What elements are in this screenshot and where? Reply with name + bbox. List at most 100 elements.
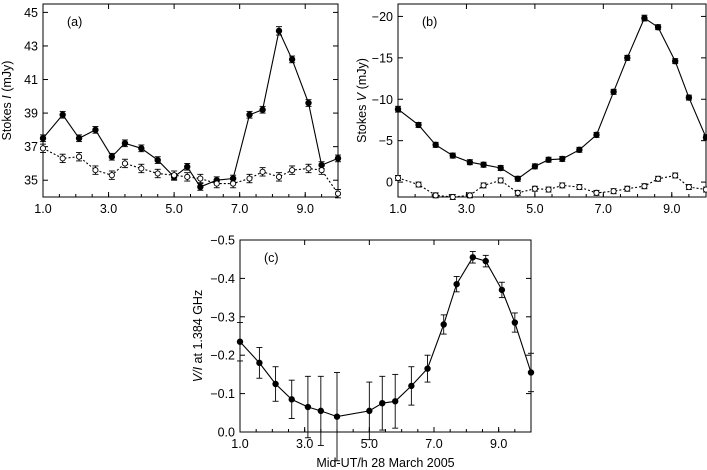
data-point [230,180,237,187]
data-point [288,56,296,63]
y-tick-label: −15 [372,51,393,65]
y-axis-label-symbol: V [355,91,369,101]
x-tick-label: 7.0 [231,202,248,216]
data-point [610,88,617,96]
data-point [482,257,489,265]
data-point [685,94,693,101]
data-point [256,359,263,367]
series-line [239,256,532,418]
data-point [469,254,476,261]
y-axis-label-suffix: (mJy) [355,58,369,93]
data-point [545,156,552,163]
y-tick-label: −20 [372,10,393,24]
x-tick-label: 1.0 [389,202,406,216]
data-point [305,165,312,172]
data-point [197,183,204,191]
data-point [75,135,83,142]
data-point [379,400,386,407]
data-point [424,365,431,372]
data-point [624,185,631,192]
y-axis-label: Stokes I (mJy) [0,61,14,141]
panel-b: 1.0 3.0 5.0 7.0 9.0 0 −5 −10 −15 −20 (b) Stokes V (… [355,3,707,216]
data-point [289,167,296,174]
y-tick-label: 37 [24,140,38,154]
data-point [624,54,631,62]
y-tick-label: 35 [24,174,38,188]
data-point [641,14,648,22]
data-point [246,175,253,182]
x-tick-label: 7.0 [425,437,442,451]
data-point [184,163,191,170]
data-point [92,126,99,134]
data-point [432,192,439,199]
y-tick-label: −0.1 [210,387,235,401]
data-point [394,174,402,181]
data-point [514,189,521,196]
data-point [672,172,679,179]
y-tick-label: −0.5 [210,234,235,248]
data-point [466,159,474,166]
y-tick-label: 41 [24,73,38,87]
panel-c: 1.0 3.0 5.0 7.0 9.0 0.0 −0.1 −0.2 −0.3 −0.4 −0.5 (c… [191,234,535,470]
y-tick-label: −0.3 [210,310,235,324]
data-point [497,164,504,172]
x-tick-label: 9.0 [297,202,314,216]
x-tick-label: 3.0 [296,437,313,451]
data-point [108,172,115,179]
y-tick-label: −0.2 [210,349,235,363]
data-point [527,369,535,376]
data-point [138,165,145,172]
data-point [449,152,456,159]
series-1 [39,26,342,191]
data-point [498,286,506,294]
data-point [702,134,707,141]
data-point [334,190,342,197]
data-point [275,173,283,180]
data-point [466,192,473,199]
data-point [92,167,99,174]
data-point [480,161,487,168]
data-point [408,382,415,390]
series-line [397,17,707,180]
data-point [121,160,128,167]
data-point [39,135,47,142]
x-tick-label: 3.0 [100,202,117,216]
data-point [576,146,583,153]
data-point [108,153,116,160]
data-point [480,182,487,189]
panel-a: 1.0 3.0 5.0 7.0 9.0 35 37 39 41 43 45 (a) Stokes I (… [0,3,342,216]
data-point [59,111,66,118]
data-point [333,413,341,420]
data-point [576,184,583,191]
x-tick-label: 7.0 [595,202,612,216]
y-axis-label-prefix: Stokes [355,101,369,143]
data-point [685,184,692,191]
panel-label: (c) [264,251,279,265]
y-tick-label: −5 [379,134,393,148]
y-tick-label: −0.4 [210,272,235,286]
data-point [453,280,460,288]
y-tick-label: 0.0 [218,426,235,440]
x-tick-label: 9.0 [663,202,680,216]
y-tick-label: 39 [24,107,38,121]
data-point [672,57,679,65]
plot-frame [397,3,707,198]
data-point [559,155,566,163]
y-axis-label-symbol: V/I [191,366,205,382]
data-point [154,170,161,177]
y-tick-label: 45 [24,6,38,20]
data-point [213,180,220,187]
series-1 [236,251,535,462]
data-point [121,140,129,147]
data-point [171,172,178,179]
data-point [197,175,204,182]
data-point [497,177,504,184]
y-tick-label: 43 [24,39,38,53]
series-line [42,147,339,194]
panel-label: (b) [422,15,437,29]
data-point [514,175,521,182]
data-point [531,185,538,192]
data-point [415,181,422,188]
data-point [39,145,47,152]
